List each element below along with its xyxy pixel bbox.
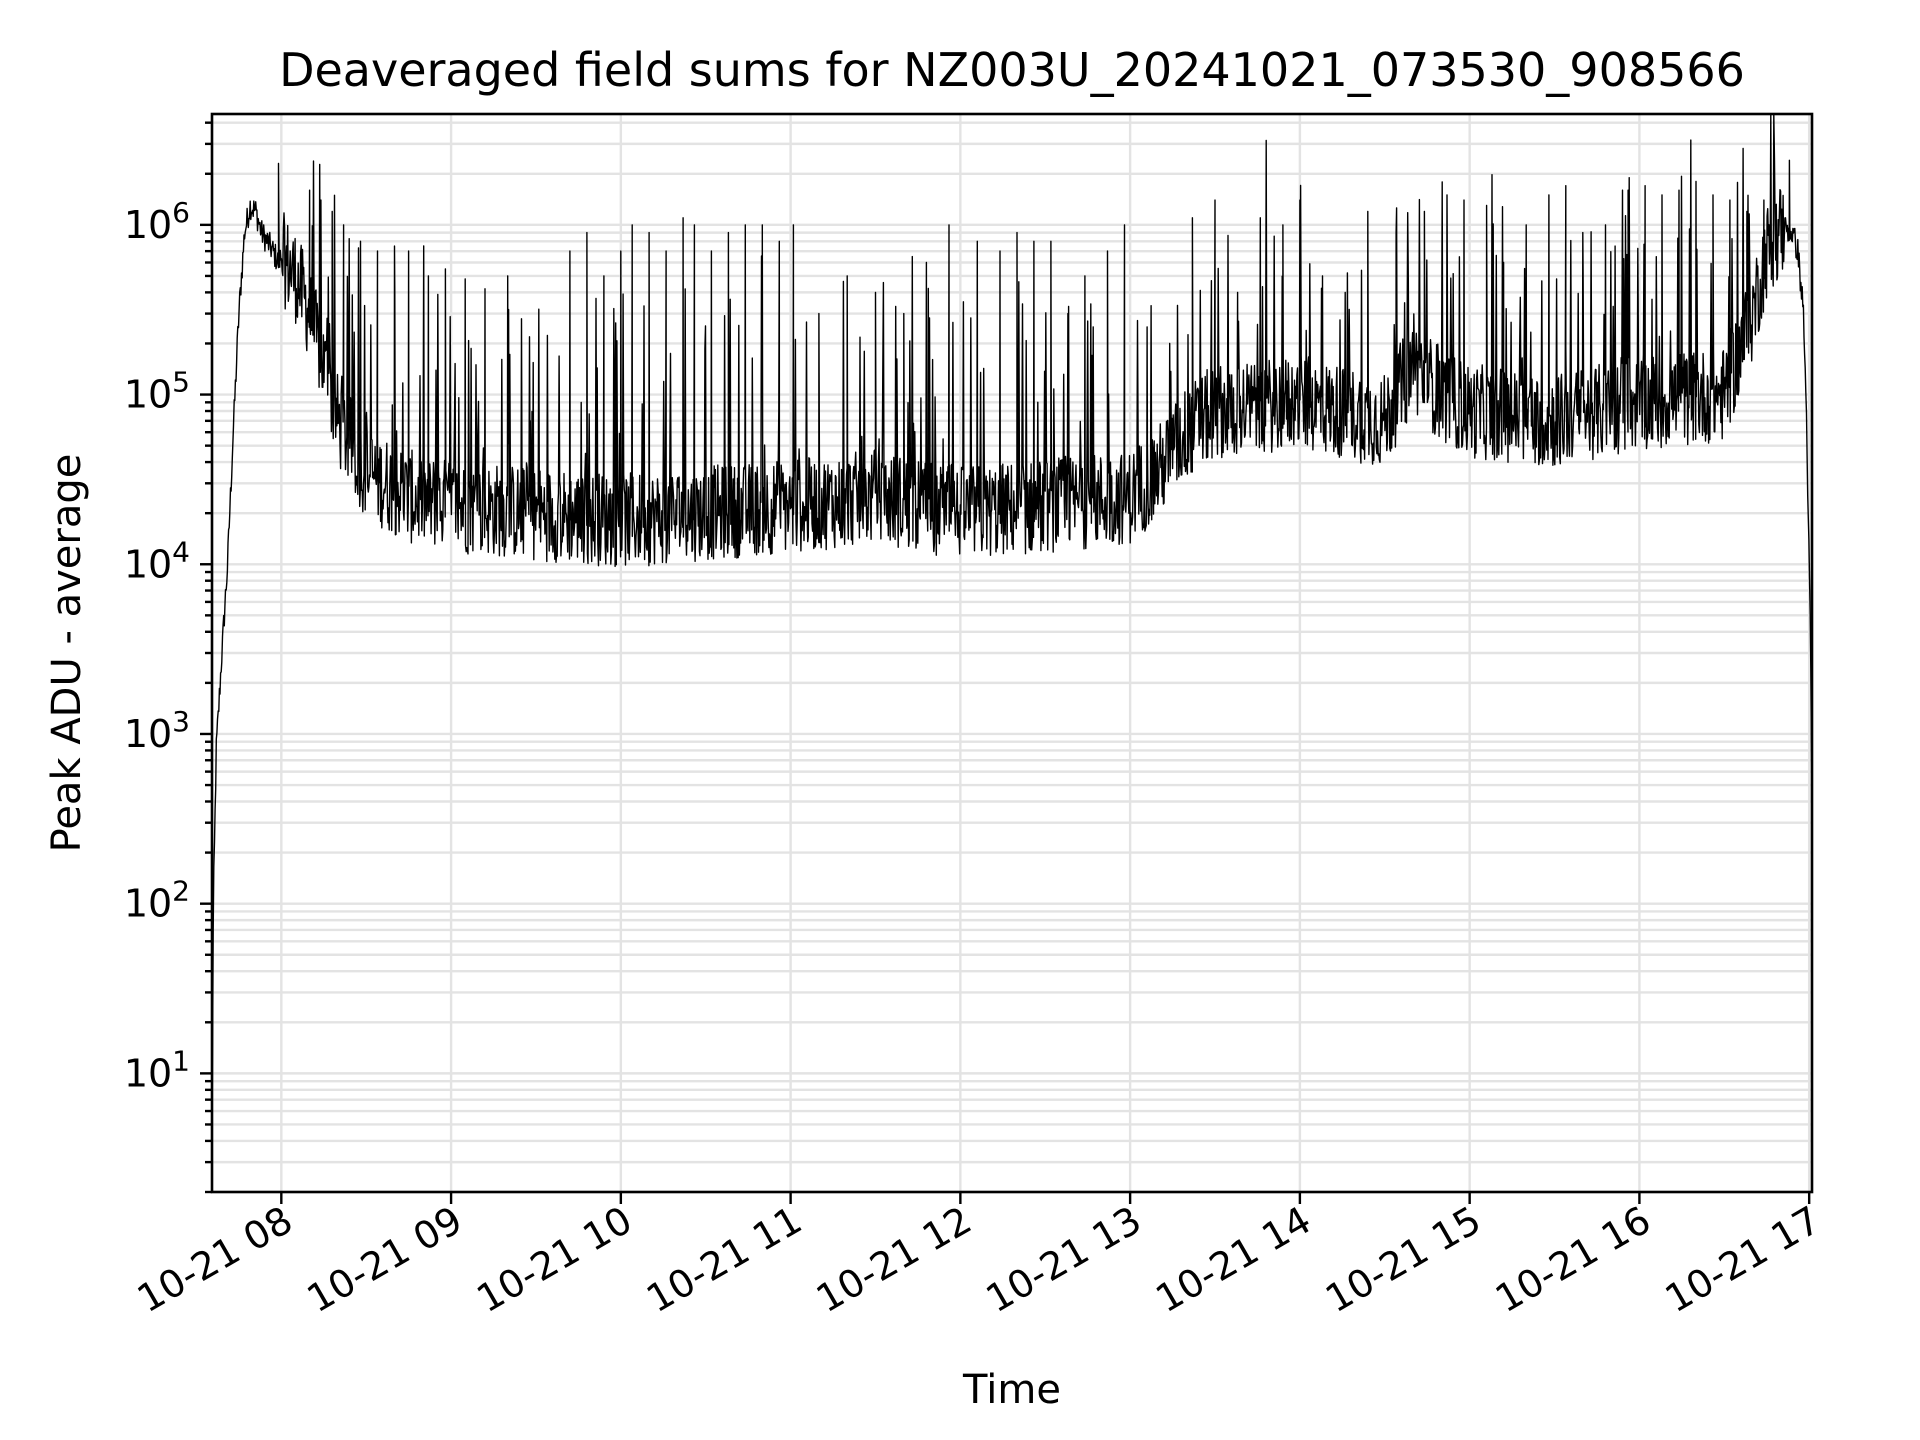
x-tick-label: 10-21 16 [1488, 1198, 1658, 1322]
y-tick-label: 101 [124, 1044, 190, 1095]
x-tick-label: 10-21 13 [979, 1198, 1149, 1322]
y-tick-label: 103 [124, 705, 190, 756]
x-tick-label: 10-21 14 [1148, 1198, 1318, 1322]
grid [212, 114, 1812, 1194]
x-tick-label: 10-21 12 [809, 1198, 979, 1322]
x-tick-label: 10-21 15 [1318, 1198, 1488, 1322]
x-tick-label: 10-21 09 [300, 1198, 470, 1322]
y-tick-label: 102 [124, 875, 190, 926]
x-tick-label: 10-21 11 [639, 1198, 809, 1322]
series-line [211, 113, 1813, 1137]
series-path [211, 113, 1813, 1137]
x-axis-label: Time [962, 1367, 1061, 1413]
y-tick-label: 104 [124, 535, 190, 586]
x-tick-label: 10-21 17 [1658, 1198, 1828, 1322]
y-tick-label: 106 [124, 196, 190, 247]
x-tick-label: 10-21 10 [469, 1198, 639, 1322]
chart-title: Deaveraged field sums for NZ003U_2024102… [279, 43, 1745, 97]
y-tick-label: 105 [124, 366, 190, 417]
x-tick-label: 10-21 08 [130, 1198, 300, 1322]
y-axis-label: Peak ADU - average [44, 454, 90, 853]
